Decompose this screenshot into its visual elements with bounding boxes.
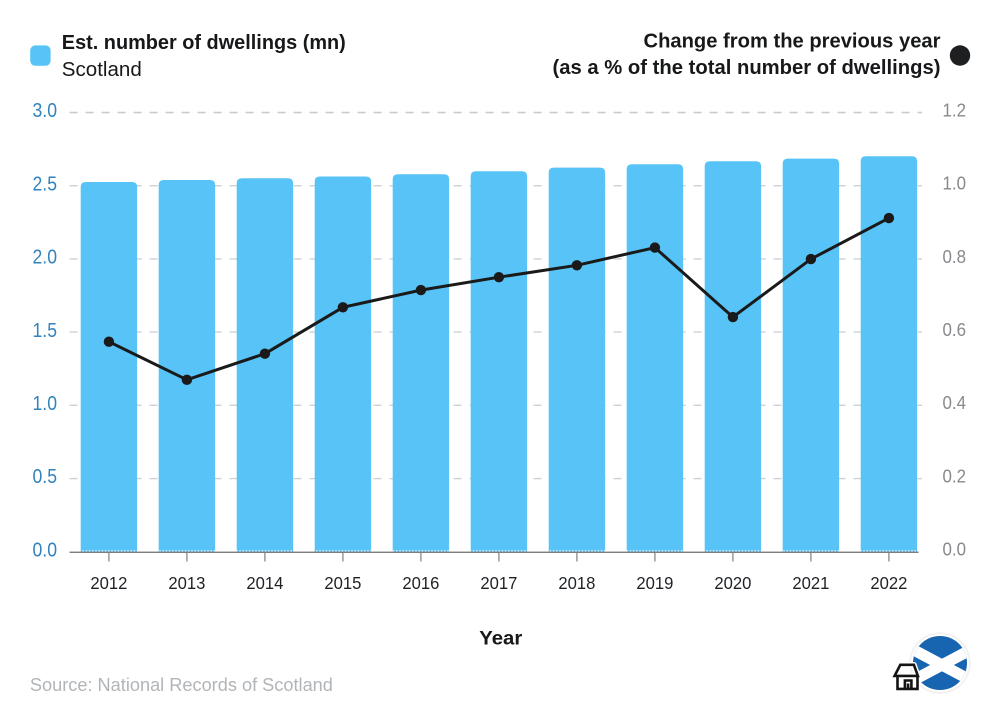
svg-text:0.6: 0.6 [943,320,967,340]
svg-text:1.5: 1.5 [33,320,58,342]
svg-text:Source: National Records of Sc: Source: National Records of Scotland [30,675,333,695]
svg-text:Change from the previous year: Change from the previous year [644,30,941,52]
svg-text:2017: 2017 [480,573,517,593]
svg-text:0.0: 0.0 [943,540,967,560]
svg-text:3.0: 3.0 [33,100,58,122]
svg-text:2020: 2020 [714,573,751,593]
svg-text:2015: 2015 [324,573,361,593]
svg-text:2.5: 2.5 [33,173,58,195]
svg-text:2014: 2014 [246,573,283,593]
svg-text:2.0: 2.0 [33,247,58,269]
svg-text:1.2: 1.2 [943,100,967,120]
svg-text:2018: 2018 [558,573,595,593]
svg-text:0.4: 0.4 [943,393,967,413]
svg-text:1.0: 1.0 [943,174,967,194]
svg-text:Scotland: Scotland [62,58,142,81]
svg-text:2016: 2016 [402,573,439,593]
svg-text:0.8: 0.8 [943,247,967,267]
svg-text:(as a % of the total number of: (as a % of the total number of dwellings… [553,57,941,79]
svg-text:2019: 2019 [636,573,673,593]
svg-text:2022: 2022 [870,573,907,593]
svg-text:1.0: 1.0 [33,393,58,415]
svg-text:0.0: 0.0 [33,540,58,562]
svg-text:0.5: 0.5 [33,466,58,488]
svg-text:0.2: 0.2 [943,466,967,486]
svg-text:2013: 2013 [168,573,205,593]
svg-text:Year: Year [479,628,522,650]
svg-text:2021: 2021 [792,573,829,593]
svg-text:Est. number of dwellings (mn): Est. number of dwellings (mn) [62,32,346,54]
svg-text:2012: 2012 [90,573,127,593]
